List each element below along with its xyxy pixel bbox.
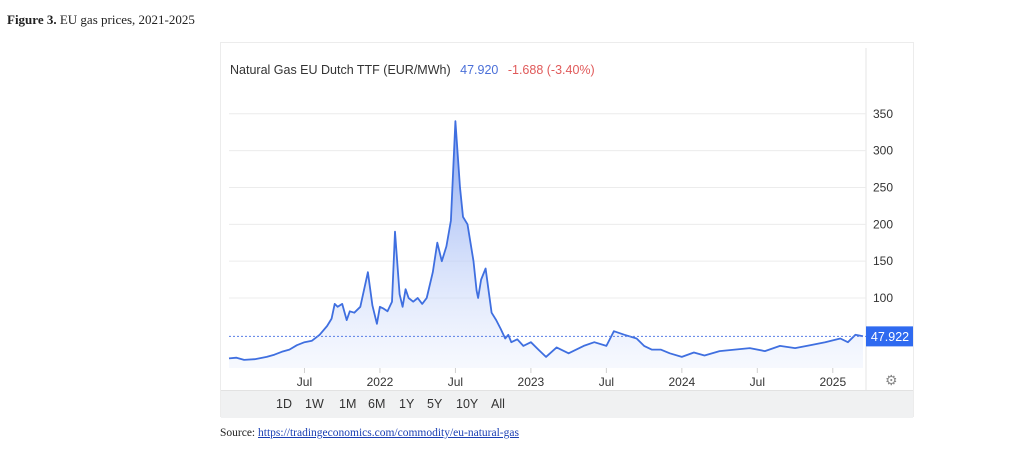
x-tick-label: Jul [297, 375, 312, 389]
svg-text:Natural Gas EU Dutch TTF (EUR/: Natural Gas EU Dutch TTF (EUR/MWh) 47.92… [230, 63, 595, 77]
range-button-all[interactable]: All [491, 397, 505, 411]
range-button-6m[interactable]: 6M [368, 397, 386, 411]
range-button-5y[interactable]: 5Y [427, 397, 443, 411]
x-tick-label: Jul [599, 375, 614, 389]
series-area [229, 121, 863, 368]
price-change: -1.688 (-3.40%) [508, 63, 595, 77]
x-tick-label: 2024 [668, 375, 695, 389]
x-tick-label: Jul [750, 375, 765, 389]
range-button-1w[interactable]: 1W [305, 397, 324, 411]
y-tick-label: 150 [873, 254, 893, 268]
y-tick-label: 250 [873, 180, 893, 194]
chart-title: Natural Gas EU Dutch TTF (EUR/MWh) [230, 63, 451, 77]
chart-widget: Natural Gas EU Dutch TTF (EUR/MWh) 47.92… [220, 42, 914, 418]
series-line [228, 120, 864, 361]
y-tick-label: 200 [873, 217, 893, 231]
y-tick-label: 300 [873, 144, 893, 158]
range-selector: 1D 1W 1M 6M 1Y 5Y 10Y All [221, 390, 913, 418]
source-note: Source: https://tradingeconomics.com/com… [220, 427, 519, 439]
figure-label: Figure 3. [7, 12, 57, 27]
x-tick-label: 2025 [819, 375, 846, 389]
current-price: 47.920 [460, 63, 498, 77]
range-button-1y[interactable]: 1Y [399, 397, 415, 411]
source-label: Source: [220, 427, 256, 439]
y-tick-label: 100 [873, 291, 893, 305]
x-tick-label: 2022 [367, 375, 394, 389]
price-chart: Natural Gas EU Dutch TTF (EUR/MWh) 47.92… [228, 48, 913, 390]
source-link[interactable]: https://tradingeconomics.com/commodity/e… [258, 427, 519, 439]
range-button-1d[interactable]: 1D [276, 397, 292, 411]
range-button-1m[interactable]: 1M [339, 397, 357, 411]
last-value-badge [866, 326, 913, 347]
settings-gear-icon[interactable]: ⚙ [885, 372, 898, 388]
x-tick-label: Jul [448, 375, 463, 389]
last-value-label: 47.922 [871, 330, 909, 344]
x-tick-label: 2023 [518, 375, 545, 389]
y-tick-label: 350 [873, 107, 893, 121]
range-button-10y[interactable]: 10Y [456, 397, 479, 411]
figure-caption: Figure 3. EU gas prices, 2021-2025 [7, 12, 195, 28]
figure-caption-text: EU gas prices, 2021-2025 [59, 12, 195, 27]
